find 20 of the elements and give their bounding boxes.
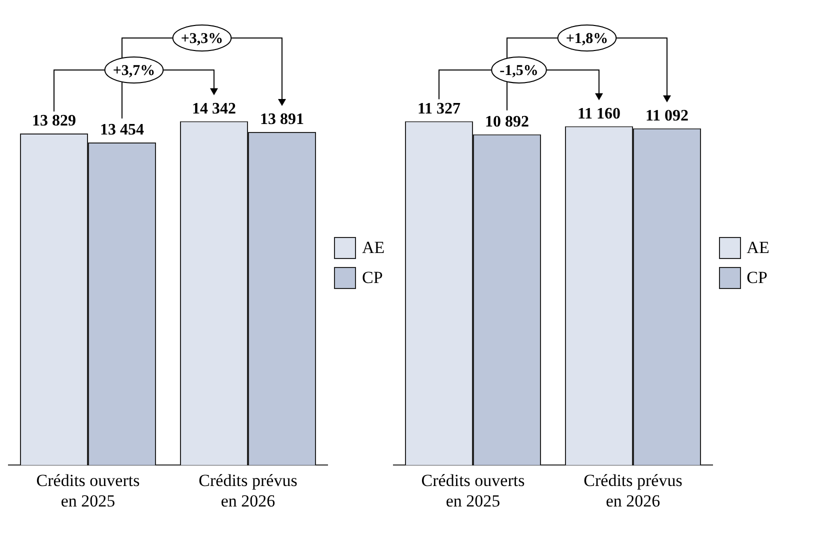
text: AE [362, 238, 385, 258]
text: +3,7% [112, 62, 156, 79]
x-tick-label: Crédits prévus en 2026 [583, 470, 682, 510]
data-label: 10 892 [484, 114, 529, 131]
x-tick-label: Crédits prévus en 2026 [198, 470, 298, 510]
text: +3,3% [180, 30, 224, 47]
text: CP [746, 268, 768, 288]
data-label: 11 327 [417, 100, 460, 118]
legend-label: AE [746, 238, 770, 258]
x-tick-label: Crédits ouverts en 2025 [36, 470, 140, 510]
data-label: 11 160 [577, 105, 620, 122]
text: +1,8% [566, 30, 608, 47]
data-label: 13 829 [32, 112, 76, 130]
x-tick-label: Crédits ouverts en 2025 [420, 470, 524, 510]
text: -1,5% [499, 62, 538, 79]
legend-label: CP [362, 268, 383, 288]
data-label: 13 454 [100, 122, 144, 139]
data-label: 11 092 [645, 107, 688, 124]
data-label: 13 891 [260, 111, 304, 128]
data-label: 14 342 [192, 100, 236, 118]
